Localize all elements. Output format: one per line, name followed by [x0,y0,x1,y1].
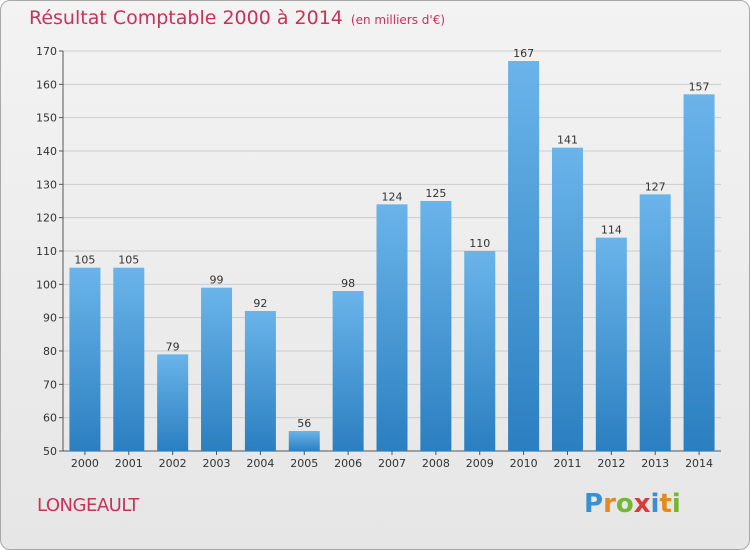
chart-title-block: Résultat Comptable 2000 à 2014 (en millie… [29,7,445,29]
x-tick-label: 2010 [510,457,538,470]
bar-2001 [113,267,145,451]
bar-2008 [420,201,452,451]
bar-2014 [683,94,715,451]
y-tick-label: 140 [36,145,57,158]
data-label-2011: 141 [557,134,578,147]
logo-letter: P [584,489,604,519]
bars [69,61,715,452]
proxiti-logo: Proxiti [584,489,681,519]
chart-subtitle: (en milliers d'€) [350,13,446,27]
data-label-2003: 99 [210,274,224,287]
labels: 50 60 70 80 90 100 110 120 130 140 150 160 170 105 200… [36,45,713,470]
x-tick-label: 2001 [115,457,143,470]
y-tick-label: 90 [43,312,57,325]
bar-2012 [595,237,627,451]
bar-2005 [288,431,320,451]
bar-2000 [69,267,101,451]
bar-2011 [551,147,583,451]
y-tick-label: 80 [43,345,57,358]
bar-2002 [157,354,189,451]
data-label-2002: 79 [166,340,180,353]
x-tick-label: 2007 [378,457,406,470]
bar-2010 [508,61,540,451]
x-tick-label: 2008 [422,457,450,470]
y-tick-label: 170 [36,45,57,58]
data-label-2010: 167 [513,47,534,60]
x-tick-label: 2004 [246,457,274,470]
x-tick-label: 2002 [159,457,187,470]
data-label-2013: 127 [645,180,666,193]
y-tick-label: 50 [43,445,57,458]
x-tick-label: 2000 [71,457,99,470]
data-label-2006: 98 [341,277,355,290]
y-tick-label: 120 [36,212,57,225]
data-label-2007: 124 [382,190,403,203]
bar-2007 [376,204,408,451]
data-label-2009: 110 [469,237,490,250]
y-tick-label: 110 [36,245,57,258]
data-label-2008: 125 [425,187,446,200]
data-label-2012: 114 [601,224,622,237]
x-tick-label: 2003 [203,457,231,470]
logo-letter: r [603,489,616,519]
data-label-2005: 56 [297,417,311,430]
chart-title: Résultat Comptable 2000 à 2014 [29,7,343,29]
bar-2009 [464,251,496,451]
bar-2003 [201,287,233,451]
x-tick-label: 2006 [334,457,362,470]
bar-2013 [639,194,671,452]
bar-2006 [332,291,364,451]
logo-letter: t [659,489,672,519]
y-tick-label: 150 [36,112,57,125]
data-label-2000: 105 [74,254,95,267]
logo-letter: x [633,489,651,519]
logo-letter: i [650,489,660,519]
y-tick-label: 70 [43,378,57,391]
y-tick-label: 60 [43,412,57,425]
x-tick-label: 2011 [553,457,581,470]
y-tick-label: 100 [36,278,57,291]
logo-letter: o [615,489,634,519]
y-tick-label: 130 [36,178,57,191]
x-tick-label: 2005 [290,457,318,470]
data-label-2014: 157 [689,80,710,93]
logo-letter: i [671,489,681,519]
commune-name: LONGEAULT [37,495,139,516]
x-tick-label: 2013 [641,457,669,470]
x-tick-label: 2009 [466,457,494,470]
data-label-2001: 105 [118,254,139,267]
data-label-2004: 92 [253,297,267,310]
x-tick-label: 2014 [685,457,713,470]
bar-2004 [244,311,276,451]
x-tick-label: 2012 [597,457,625,470]
y-tick-label: 160 [36,78,57,91]
